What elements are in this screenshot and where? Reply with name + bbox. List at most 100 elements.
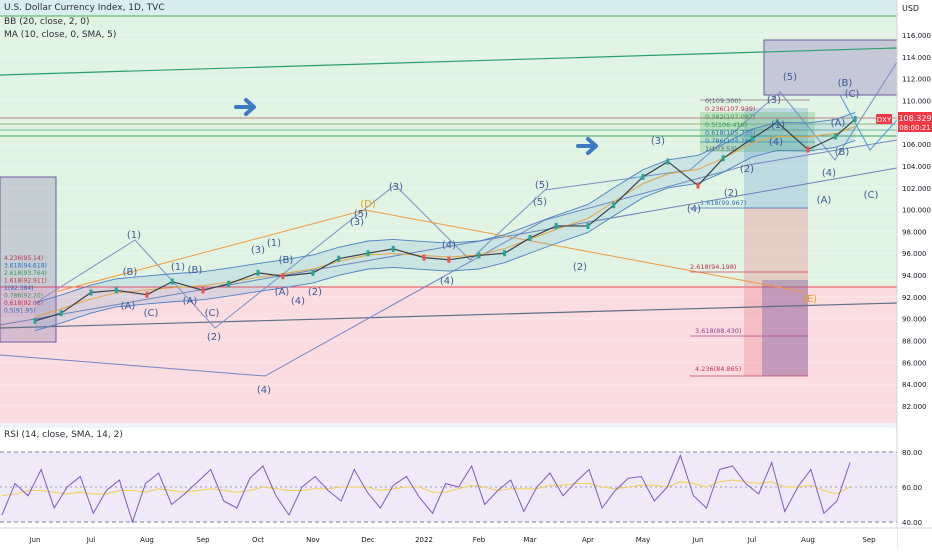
- x-tick-label: 2022: [415, 536, 433, 544]
- y-tick-label: 88.000: [902, 338, 927, 346]
- fib-top-label: 1(103.53): [705, 145, 737, 153]
- price-candle: [696, 182, 700, 189]
- wave-label: (1): [171, 262, 185, 273]
- right-arrow-icon: [576, 137, 598, 155]
- fib-top-label: 0.382(107.097): [705, 113, 756, 121]
- wave-label: (A): [275, 287, 290, 298]
- fib-purple-box: [762, 280, 808, 376]
- price-candle: [256, 269, 260, 276]
- wave-label: (C): [205, 308, 220, 319]
- wave-label: (B): [279, 255, 294, 266]
- price-candle: [337, 255, 341, 262]
- upper-zone: [0, 0, 897, 16]
- ma-indicator-label[interactable]: MA (10, close, 0, SMA, 5): [4, 30, 117, 40]
- last-price-tag: DXY 108.329 08:00:21: [876, 112, 932, 132]
- fib-left-label: 4.236(95.14): [4, 255, 43, 262]
- price-candle: [554, 222, 558, 229]
- bb-indicator-label[interactable]: BB (20, close, 2, 0): [4, 17, 90, 27]
- wave-label: (4): [822, 168, 836, 179]
- time-axis[interactable]: [0, 528, 897, 550]
- wave-label: (2): [207, 332, 221, 343]
- wave-label: (5): [535, 180, 549, 191]
- fib-top-label: 0.618(105.735): [705, 129, 756, 137]
- wave-label: (B): [838, 78, 853, 89]
- price-candle: [834, 133, 838, 140]
- price-candle: [641, 173, 645, 180]
- price-candle: [806, 146, 810, 153]
- price-candle: [33, 317, 37, 324]
- y-tick-label: 110.000: [902, 97, 931, 105]
- fib-left-label: 1.618(92.911): [4, 278, 47, 285]
- fib-left-labels: 4.236(95.14)3.618(94.618)2.618(93.764)1.…: [4, 255, 47, 315]
- wave-label: (B): [123, 267, 138, 278]
- price-candle: [503, 250, 506, 257]
- price-axis[interactable]: [897, 0, 932, 550]
- price-candle: [59, 310, 63, 317]
- x-tick-label: Sep: [862, 536, 876, 544]
- x-tick-label: Aug: [140, 536, 154, 544]
- red-zone: [0, 287, 897, 423]
- y-tick-label: 98.000: [902, 228, 927, 236]
- x-tick-label: Aug: [801, 536, 815, 544]
- price-candle: [89, 289, 93, 296]
- wave-label: (2): [308, 287, 322, 298]
- wave-label: (A): [831, 118, 846, 129]
- wave-label: (2): [573, 262, 587, 273]
- rsi-tick-label: 40.00: [902, 519, 922, 527]
- rsi-indicator-label[interactable]: RSI (14, close, SMA, 14, 2): [4, 430, 123, 440]
- pane-separator[interactable]: [0, 423, 932, 428]
- x-tick-label: Jul: [747, 536, 757, 544]
- wave-label: (4): [291, 296, 305, 307]
- wave-label: (5): [783, 72, 797, 83]
- triangle-de-line: [54, 209, 806, 293]
- rsi-tick-label: 60.00: [902, 484, 922, 492]
- wave-label-d: (D): [360, 199, 376, 210]
- bollinger-lower: [34, 139, 856, 332]
- wave-label: (4): [442, 240, 456, 251]
- wave-label: (A): [121, 301, 136, 312]
- price-candle: [311, 269, 315, 276]
- rsi-series: [1, 454, 851, 524]
- wave-label: (4): [440, 276, 454, 287]
- fib-ext-label: 3.618(88.430): [695, 327, 741, 335]
- x-tick-label: Nov: [306, 536, 320, 544]
- wave-label: (5): [354, 209, 368, 220]
- y-tick-label: 116.000: [902, 32, 931, 40]
- wave-label: (2): [724, 188, 738, 199]
- price-candle: [114, 287, 118, 294]
- wave-label: (4): [687, 204, 701, 215]
- wave-label-e: (E): [803, 294, 817, 305]
- wave-label: (B): [835, 147, 850, 158]
- wave-label: (5): [533, 197, 547, 208]
- x-tick-label: Oct: [252, 536, 264, 544]
- channel-bottom-line: [0, 302, 898, 329]
- y-tick-label: 90.000: [902, 316, 927, 324]
- price-candle: [447, 256, 451, 263]
- last-value: 108.329: [898, 114, 931, 123]
- fib-left-label: 0.786(92.20): [4, 293, 43, 300]
- rsi-line: [1, 454, 851, 524]
- wave-labels: (1)(1)(1)(1)(2)(2)(2)(2)(2)(3)(3)(3)(3)(…: [121, 72, 879, 396]
- drawing-overlays[interactable]: [0, 39, 898, 377]
- chart-title: U.S. Dollar Currency Index, 1D, TVC: [4, 3, 165, 13]
- price-candle: [750, 135, 754, 142]
- y-tick-label: 82.000: [902, 403, 927, 411]
- price-candle: [721, 155, 725, 162]
- price-candle: [477, 252, 481, 259]
- fib-top-label: 0.5(106.416): [705, 121, 747, 129]
- fib-ext-label: 2.618(94.198): [690, 263, 736, 271]
- wave-path-main: [39, 61, 898, 329]
- x-tick-label: May: [636, 536, 650, 544]
- wave-label: (A): [817, 195, 832, 206]
- price-candle: [145, 291, 149, 298]
- fib-ext-label: 1.618(99.967): [700, 199, 746, 207]
- rsi-tick-label: 80.00: [902, 449, 922, 457]
- x-tick-label: Mar: [523, 536, 536, 544]
- fib-red-box: [744, 208, 808, 376]
- fib-top-label: 0.236(107.939): [705, 105, 756, 113]
- wave-label: (3): [251, 245, 265, 256]
- wave-label: (3): [651, 136, 665, 147]
- price-grid: [0, 34, 897, 407]
